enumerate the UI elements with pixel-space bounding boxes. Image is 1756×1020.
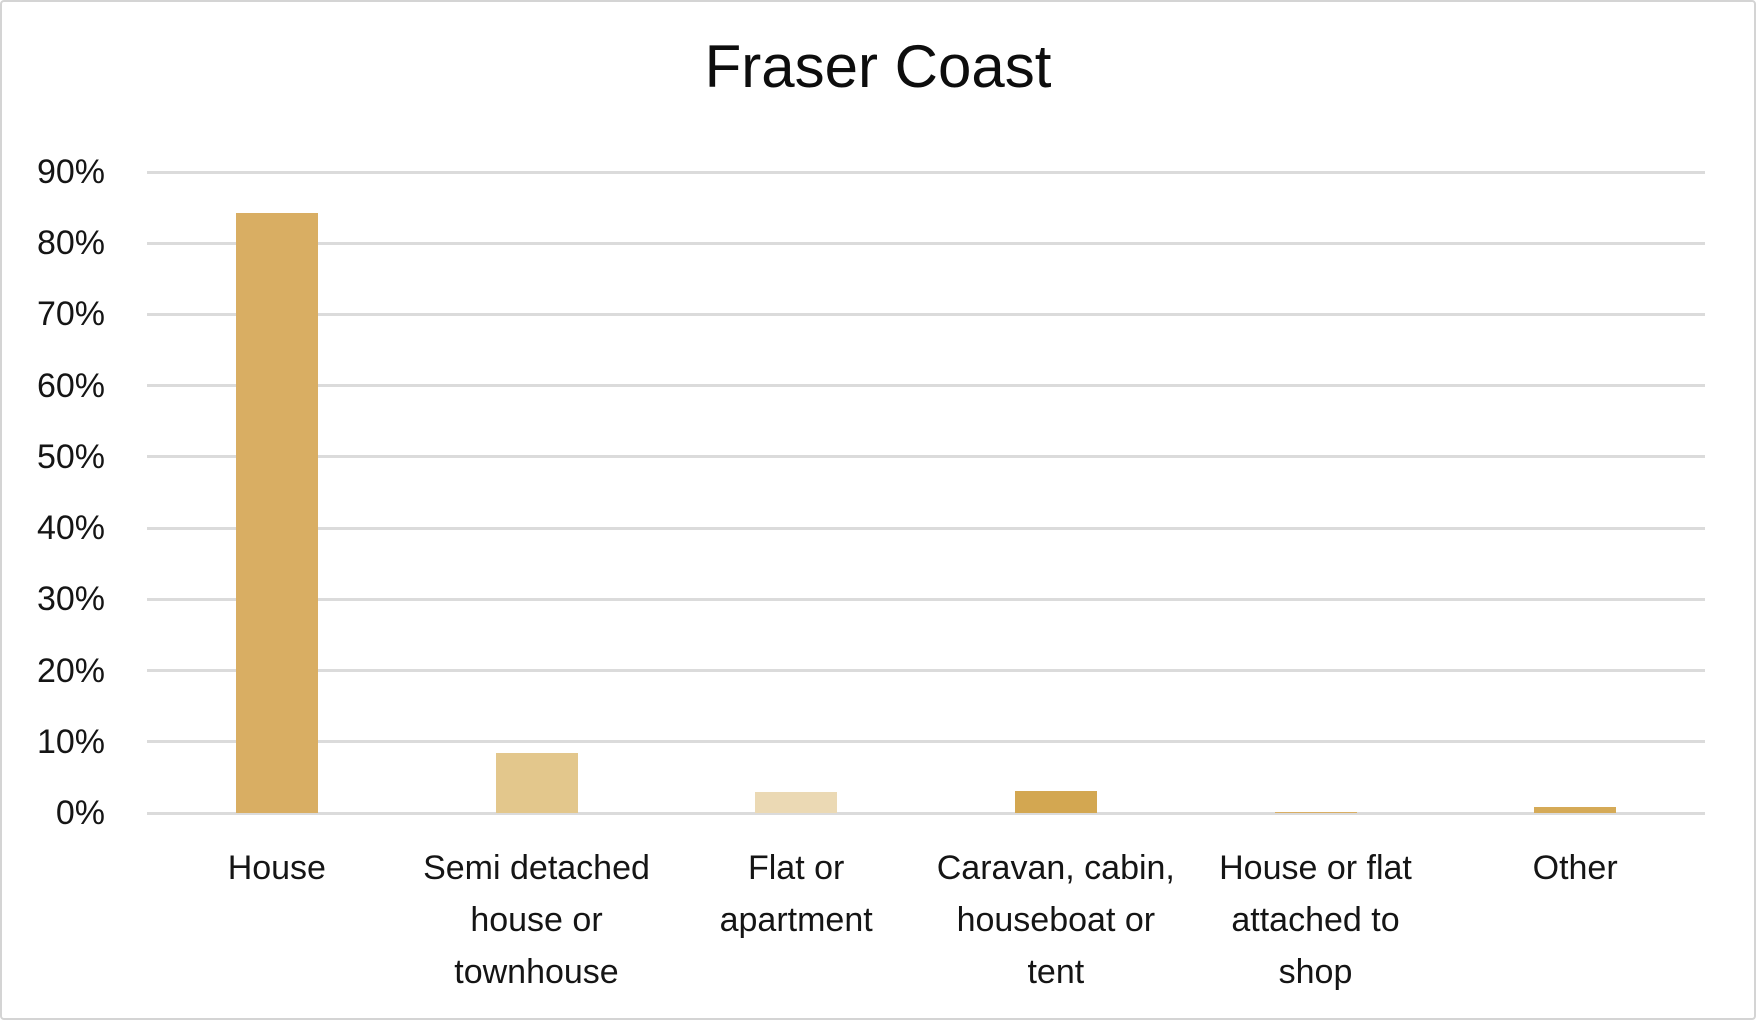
category-label: Flat or apartment [719, 849, 873, 939]
y-tick-label: 50% [36, 437, 105, 476]
gridline-40 [147, 526, 1705, 530]
gridline-50 [147, 455, 1705, 459]
category-label: Other [1532, 849, 1618, 887]
category-label: House or flat attached to shop [1219, 849, 1412, 991]
plot-area [147, 170, 1705, 815]
y-tick-label: 30% [36, 580, 105, 619]
bar [235, 212, 318, 813]
y-tick-label: 60% [36, 366, 105, 405]
gridline-20 [147, 669, 1705, 673]
y-tick-label: 0% [55, 794, 105, 832]
gridline-70 [147, 312, 1705, 316]
y-tick-label: 20% [36, 651, 105, 690]
chart-title: Fraser Coast [704, 33, 1052, 100]
y-tick-label: 90% [36, 153, 105, 191]
y-tick-label: 70% [36, 295, 105, 334]
bar [1274, 812, 1357, 813]
x-axis: House Semi detached house or townhouse Fla… [147, 842, 1705, 1012]
y-tick-label: 10% [36, 722, 105, 761]
y-tick-label: 80% [36, 224, 105, 263]
y-axis: 0% 10% 20% 30% 40% 50% 60% 70% 80% 90% [2, 2, 105, 1018]
gridline-10 [147, 740, 1705, 744]
y-tick-label: 40% [36, 509, 105, 548]
bar [755, 792, 838, 813]
category-label: Semi detached house or townhouse [423, 849, 650, 991]
gridline-90 [147, 170, 1705, 174]
gridline-30 [147, 597, 1705, 601]
gridline-60 [147, 384, 1705, 388]
bar [1534, 806, 1617, 813]
gridline-0 [147, 811, 1705, 815]
gridline-80 [147, 241, 1705, 245]
category-label: House [227, 849, 326, 887]
bar [495, 753, 578, 813]
bar [1014, 790, 1097, 813]
category-label: Caravan, cabin, houseboat or tent [936, 849, 1175, 991]
